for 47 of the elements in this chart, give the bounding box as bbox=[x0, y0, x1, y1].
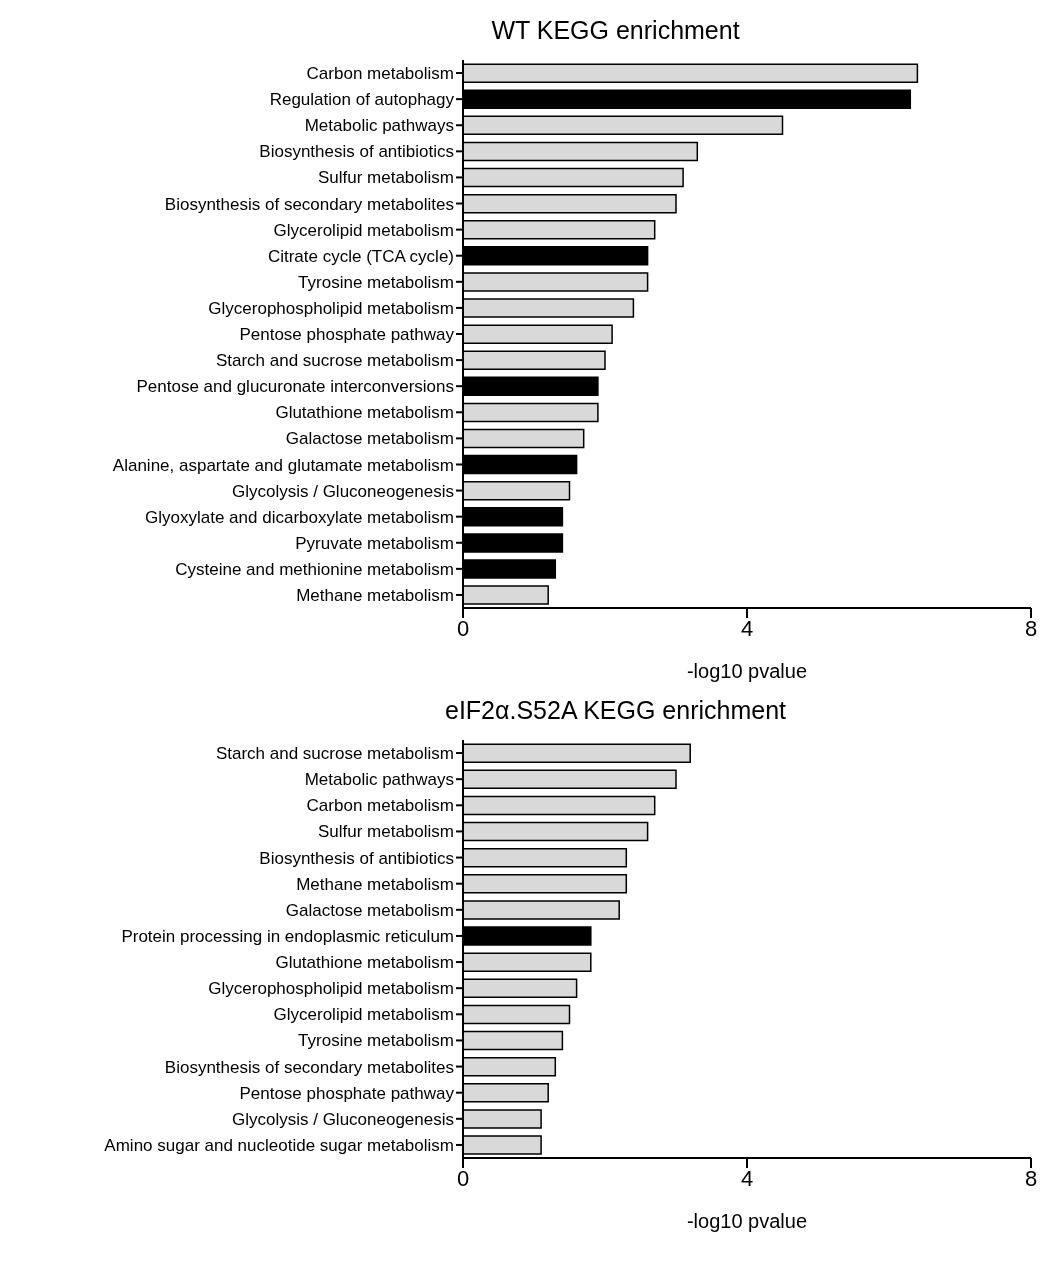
y-tick-label: Amino sugar and nucleotide sugar metabolism bbox=[104, 1135, 454, 1155]
y-tick-label: Glyoxylate and dicarboxylate metabolism bbox=[145, 507, 454, 527]
y-tick-label: Metabolic pathways bbox=[304, 770, 454, 790]
y-tick-label: Biosynthesis of secondary metabolites bbox=[164, 1057, 454, 1077]
y-tick-label: Biosynthesis of secondary metabolites bbox=[164, 194, 454, 214]
y-tick-label: Sulfur metabolism bbox=[317, 822, 454, 842]
y-tick-label: Pentose phosphate pathway bbox=[239, 1083, 455, 1103]
y-tick-label: Starch and sucrose metabolism bbox=[215, 351, 454, 371]
y-tick-label: Galactose metabolism bbox=[285, 900, 454, 920]
y-tick-label: Metabolic pathways bbox=[304, 116, 454, 136]
y-tick-label: Glycerolipid metabolism bbox=[273, 220, 454, 240]
chart-title: WT KEGG enrichment bbox=[490, 15, 741, 46]
y-tick-label: Glutathione metabolism bbox=[275, 403, 454, 423]
y-tick-label: Citrate cycle (TCA cycle) bbox=[267, 246, 454, 266]
y-tick-label: Glycerolipid metabolism bbox=[273, 1005, 454, 1025]
y-tick-label: Tyrosine metabolism bbox=[298, 1031, 454, 1051]
y-tick-label: Glutathione metabolism bbox=[275, 953, 454, 973]
y-tick-label: Cysteine and methionine metabolism bbox=[175, 559, 454, 579]
x-axis-title: -log10 pvalue bbox=[686, 1210, 808, 1232]
y-tick-label: Methane metabolism bbox=[296, 585, 454, 605]
x-axis-title: -log10 pvalue bbox=[686, 660, 808, 682]
x-tick-label: 8 bbox=[1024, 1165, 1038, 1191]
y-tick-label: Sulfur metabolism bbox=[317, 168, 454, 188]
y-tick-label: Glycolysis / Gluconeogenesis bbox=[231, 1109, 454, 1129]
y-tick-label: Tyrosine metabolism bbox=[298, 272, 454, 292]
y-tick-label: Methane metabolism bbox=[296, 874, 454, 894]
y-tick-label: Alanine, aspartate and glutamate metabolism bbox=[112, 455, 454, 475]
x-tick-label: 0 bbox=[456, 1165, 470, 1191]
y-tick-label: Regulation of autophagy bbox=[269, 90, 455, 110]
y-tick-label: Biosynthesis of antibiotics bbox=[259, 848, 454, 868]
y-tick-label: Carbon metabolism bbox=[306, 64, 454, 84]
y-tick-label: Glycerophospholipid metabolism bbox=[208, 298, 454, 318]
y-tick-label: Pyruvate metabolism bbox=[295, 533, 454, 553]
y-tick-label: Carbon metabolism bbox=[306, 796, 454, 816]
x-tick-label: 0 bbox=[456, 615, 470, 641]
y-tick-label: Glycolysis / Gluconeogenesis bbox=[231, 481, 454, 501]
x-tick-label: 4 bbox=[740, 615, 754, 641]
y-tick-label: Pentose and glucuronate interconversions bbox=[136, 377, 454, 397]
y-tick-label: Biosynthesis of antibiotics bbox=[259, 142, 454, 162]
y-tick-label: Protein processing in endoplasmic reticulum bbox=[121, 926, 454, 946]
x-tick-label: 4 bbox=[740, 1165, 754, 1191]
y-tick-label: Pentose phosphate pathway bbox=[239, 325, 455, 345]
y-tick-label: Glycerophospholipid metabolism bbox=[208, 979, 454, 999]
y-tick-label: Galactose metabolism bbox=[285, 429, 454, 449]
chart-title: eIF2α.S52A KEGG enrichment bbox=[444, 695, 787, 726]
y-tick-label: Starch and sucrose metabolism bbox=[215, 744, 454, 764]
x-tick-label: 8 bbox=[1024, 615, 1038, 641]
